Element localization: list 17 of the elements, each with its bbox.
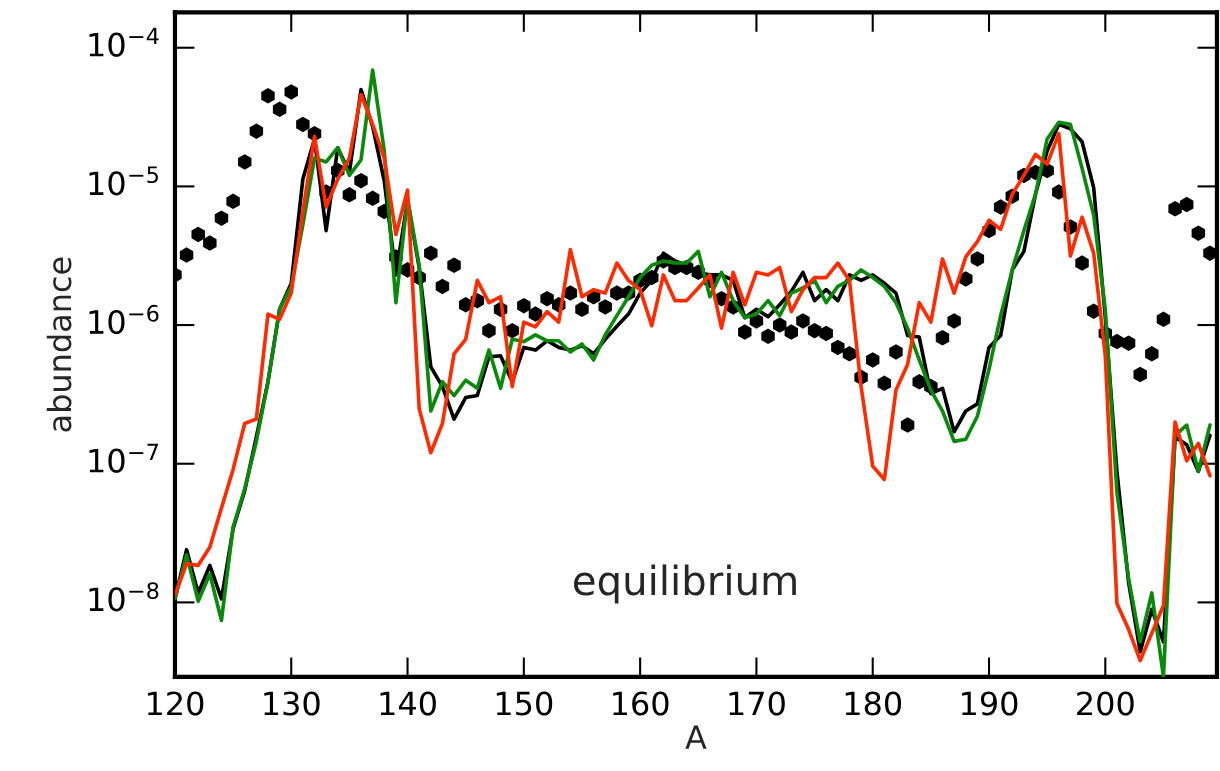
- x-tick-label: 170: [729, 691, 785, 716]
- y-tick-label: 10$^{−7}$: [89, 443, 158, 473]
- x-tick-label: 120: [147, 691, 204, 716]
- x-tick-label: 190: [962, 691, 1018, 716]
- x-tick-label: 200: [1077, 691, 1134, 716]
- x-tick-label: 180: [845, 691, 902, 716]
- annotation: equilibrium: [573, 564, 796, 604]
- y-axis-title: abundance: [46, 257, 72, 432]
- x-axis-title: A: [685, 725, 707, 749]
- y-tick-label: 10$^{−6}$: [89, 304, 159, 335]
- y-tick-label: 10$^{−5}$: [89, 166, 158, 196]
- x-tick-label: 130: [264, 691, 320, 716]
- x-tick-label: 160: [613, 691, 669, 716]
- y-tick-label: 10$^{−4}$: [89, 27, 159, 57]
- x-tick-label: 150: [496, 691, 553, 716]
- y-tick-label: 10$^{−8}$: [89, 582, 159, 612]
- x-tick-label: 140: [380, 691, 436, 716]
